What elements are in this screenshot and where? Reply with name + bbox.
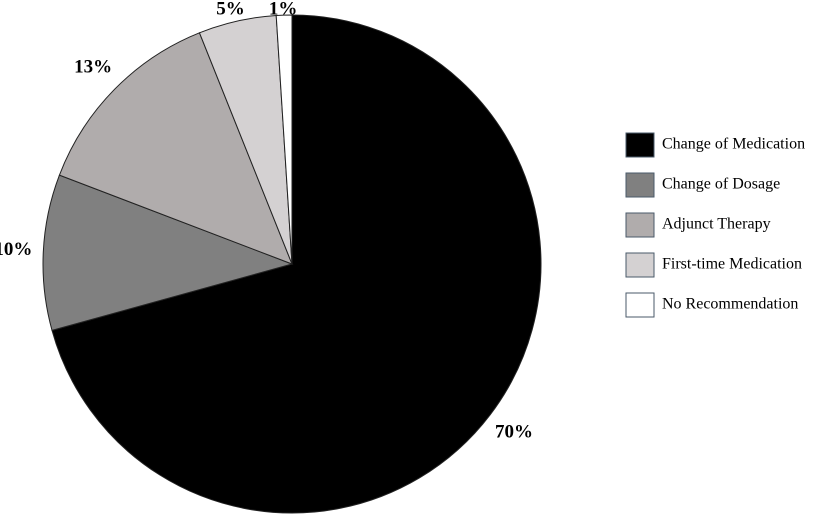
legend-label: Change of Medication (662, 136, 805, 153)
pie-slice (42, 174, 294, 331)
slice-label: 5% (216, 0, 245, 19)
legend-label: No Recommendation (662, 296, 798, 313)
legend-swatch (625, 132, 655, 158)
slice-label: 70% (495, 421, 533, 442)
slice-label: 13% (74, 57, 112, 78)
pie-slice (275, 14, 293, 265)
slice-label: 10% (0, 239, 32, 260)
legend-swatch (625, 252, 655, 278)
pie-slice (58, 32, 293, 265)
legend-label: First-time Medication (662, 256, 802, 273)
pie-slice (51, 14, 542, 514)
slice-label: 1% (269, 0, 298, 19)
legend-swatch (625, 172, 655, 198)
legend-label: Adjunct Therapy (662, 216, 771, 233)
legend-swatch (625, 212, 655, 238)
legend-swatch (625, 292, 655, 318)
legend-label: Change of Dosage (662, 176, 780, 193)
